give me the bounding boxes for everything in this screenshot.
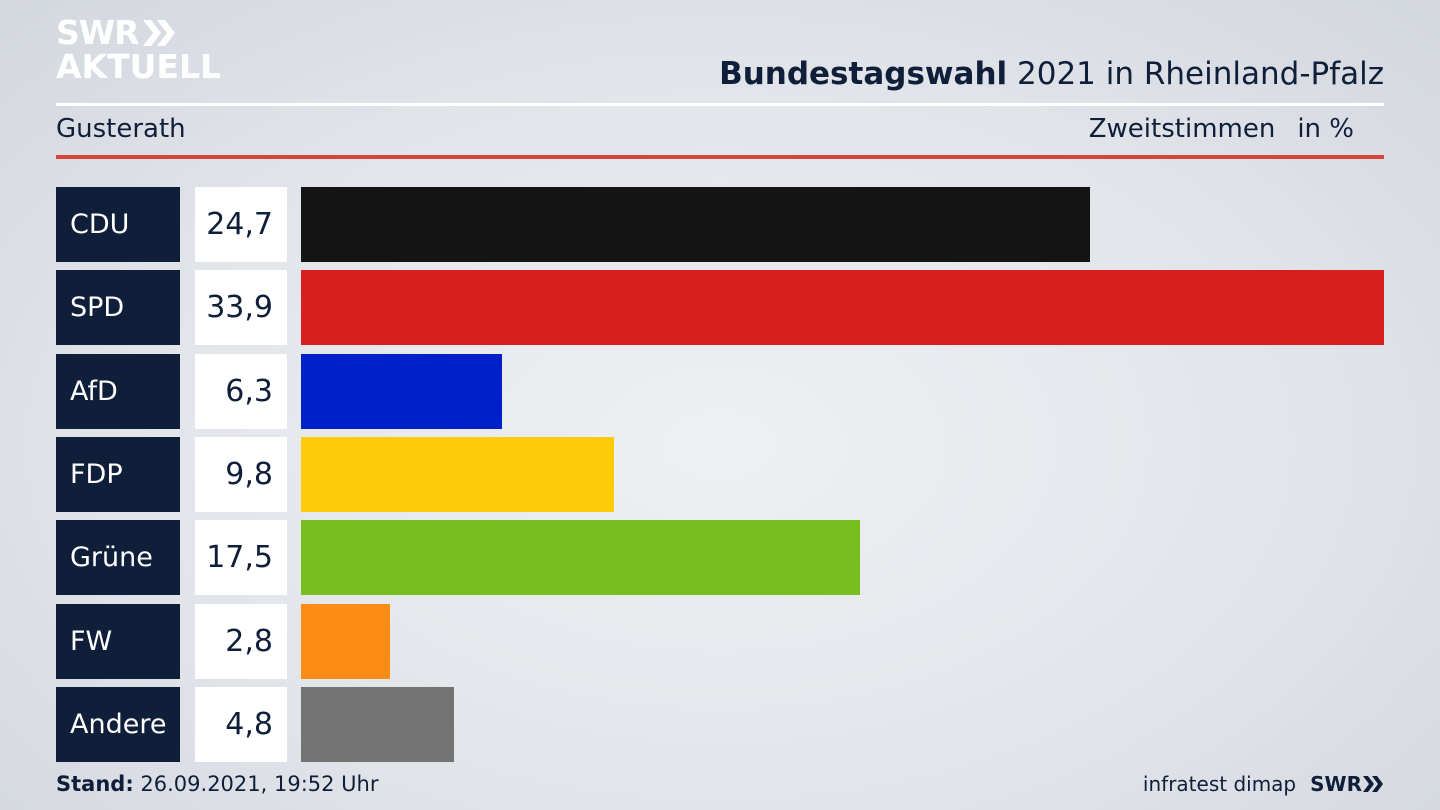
- swr-aktuell-logo: SWR AKTUELL: [56, 16, 221, 84]
- value-label: 17,5: [195, 520, 287, 596]
- bar: [301, 686, 455, 762]
- bar-row: SPD 33,9: [56, 270, 1384, 346]
- location-label: Gusterath: [56, 114, 186, 144]
- title-rest: 2021 in Rheinland-Pfalz: [1007, 56, 1384, 92]
- party-label: Andere: [56, 686, 180, 762]
- value-label: 2,8: [195, 603, 287, 679]
- bar-row: Andere 4,8: [56, 686, 1384, 762]
- bar-row: CDU 24,7: [56, 187, 1384, 262]
- footer-swr-logo: SWR: [1310, 772, 1384, 796]
- value-label: 4,8: [195, 686, 287, 762]
- footer-swr-text: SWR: [1310, 772, 1362, 796]
- measure-text: Zweitstimmen: [1088, 114, 1276, 144]
- header-divider-white: [56, 103, 1384, 106]
- unit-text: in %: [1297, 114, 1354, 144]
- bar: [301, 187, 1091, 262]
- value-label: 24,7: [195, 187, 287, 262]
- bar: [301, 603, 391, 679]
- bar: [301, 353, 503, 429]
- party-label: AfD: [56, 353, 180, 429]
- footer-chevron-icon: [1363, 776, 1383, 792]
- double-chevron-icon: [142, 20, 175, 46]
- bar: [301, 436, 615, 512]
- title-bold: Bundestagswahl: [719, 56, 1008, 92]
- bar-row: FDP 9,8: [56, 436, 1384, 512]
- timestamp-label: Stand:: [56, 772, 134, 796]
- bar-row: Grüne 17,5: [56, 520, 1384, 596]
- source-text: infratest dimap: [1142, 772, 1297, 796]
- party-label: Grüne: [56, 520, 180, 596]
- bar-row: AfD 6,3: [56, 353, 1384, 429]
- logo-line-1: SWR: [56, 16, 221, 50]
- timestamp-value: 26.09.2021, 19:52 Uhr: [133, 772, 379, 796]
- bar: [301, 270, 1384, 346]
- logo-line-2: AKTUELL: [56, 47, 222, 86]
- logo-swr-text: SWR: [56, 13, 140, 52]
- party-label: FDP: [56, 436, 180, 512]
- timestamp: Stand: 26.09.2021, 19:52 Uhr: [56, 772, 379, 796]
- header-divider-red: [56, 155, 1384, 159]
- source-credit: infratest dimap SWR: [1143, 772, 1384, 796]
- bar-row: FW 2,8: [56, 603, 1384, 679]
- page-title: Bundestagswahl 2021 in Rheinland-Pfalz: [719, 56, 1384, 92]
- value-label: 33,9: [195, 270, 287, 346]
- bar: [301, 520, 861, 596]
- party-label: FW: [56, 603, 180, 679]
- value-label: 6,3: [195, 353, 287, 429]
- party-label: SPD: [56, 270, 180, 346]
- value-label: 9,8: [195, 436, 287, 512]
- measure-label: Zweitstimmen in %: [1089, 114, 1354, 144]
- party-label: CDU: [56, 187, 180, 262]
